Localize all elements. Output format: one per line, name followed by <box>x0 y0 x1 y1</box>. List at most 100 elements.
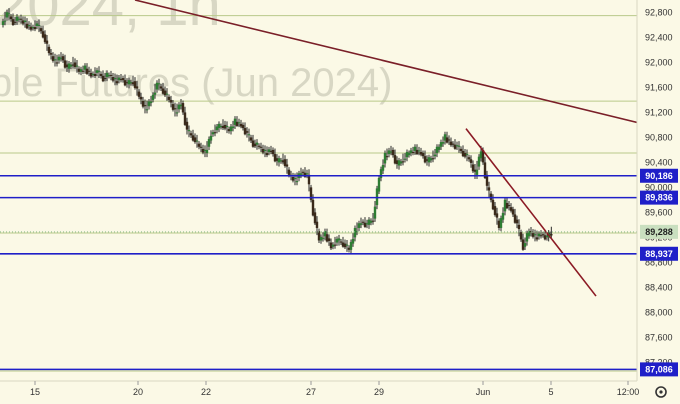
candle-body <box>369 220 373 223</box>
candle-body <box>177 104 181 110</box>
candle-body <box>451 143 455 145</box>
candle-body <box>193 137 197 143</box>
candle-body <box>279 160 283 162</box>
candle-body <box>409 150 413 154</box>
candle-body <box>19 18 23 20</box>
candle-body <box>31 27 35 29</box>
level-price-tag-label: 87,086 <box>645 364 673 374</box>
price-level-tags: 90,186 89,836 89,288 88,937 87,086 <box>640 168 678 377</box>
candle-body <box>259 146 263 148</box>
candle-body <box>293 178 297 180</box>
candle-body <box>469 159 473 163</box>
time-axis: 15 20 22 27 29 Jun 5 12:00 <box>30 381 639 397</box>
candle-body <box>133 81 137 88</box>
candle-body <box>149 101 153 104</box>
candle-body <box>21 20 25 24</box>
candle-body <box>165 93 169 95</box>
candle-body <box>405 151 409 158</box>
candle-body <box>381 164 385 171</box>
watermark-line-2: ble Futures (Jun 2024) <box>0 61 392 105</box>
candle-body <box>261 148 265 153</box>
current-price-tag-label: 89,288 <box>645 227 673 237</box>
candle-body <box>251 140 255 147</box>
candle-body <box>485 174 489 186</box>
candle-body <box>503 199 507 212</box>
candle-body <box>359 223 363 225</box>
candle-body <box>119 79 123 81</box>
candle-body <box>361 221 365 223</box>
candle-body <box>241 124 245 129</box>
candle-body <box>515 219 519 224</box>
candle-body <box>349 242 353 250</box>
candle-body <box>209 135 213 141</box>
candle-body <box>517 224 521 230</box>
candle-body <box>550 234 553 236</box>
candle-body <box>187 130 191 132</box>
candle-body <box>377 178 381 192</box>
candle-body <box>421 153 425 157</box>
candle-body <box>3 20 7 22</box>
candle-body <box>281 160 285 163</box>
candle-body <box>139 96 143 100</box>
candle-body <box>413 146 417 151</box>
price-tick-label: 90,000 <box>645 182 673 192</box>
candle-body <box>225 125 229 127</box>
settings-button[interactable] <box>655 386 667 398</box>
candle-body <box>375 188 379 206</box>
candle-body <box>271 149 275 155</box>
time-tick-label: 5 <box>548 387 553 397</box>
candle-body <box>135 86 139 89</box>
time-tick-label: 12:00 <box>617 387 640 397</box>
candle-body <box>311 199 315 216</box>
price-tick-label: 91,600 <box>645 82 673 92</box>
candle-body <box>151 94 155 100</box>
candle-body <box>107 74 111 76</box>
candle-body <box>75 65 79 67</box>
candle-body <box>69 64 73 67</box>
time-tick-label: 20 <box>133 387 143 397</box>
candle-body <box>77 68 81 72</box>
candle-body <box>207 138 211 147</box>
candle-body <box>323 231 327 237</box>
candle-body <box>9 16 13 20</box>
candle-body <box>305 173 309 175</box>
candle-body <box>511 209 515 215</box>
candle-body <box>473 169 477 172</box>
candle-body <box>197 143 201 147</box>
candle-body <box>519 232 523 240</box>
candle-body <box>233 118 237 125</box>
candle-body <box>309 187 313 200</box>
time-tick-label: 22 <box>201 387 211 397</box>
candle-body <box>105 72 109 78</box>
candle-body <box>487 187 491 191</box>
candle-body <box>43 34 47 43</box>
candle-body <box>313 212 317 224</box>
candle-body <box>445 137 449 143</box>
candle-body <box>505 202 509 209</box>
candle-body <box>81 70 85 72</box>
level-price-tag <box>640 168 678 183</box>
candle-body <box>427 157 431 163</box>
price-tick-label: 90,400 <box>645 157 673 167</box>
candle-body <box>401 161 405 163</box>
candle-body <box>339 241 343 243</box>
candle-body <box>461 150 465 157</box>
candle-body <box>131 82 135 85</box>
candle-body <box>291 176 295 181</box>
candle-body <box>171 104 175 110</box>
candle-body <box>243 128 247 135</box>
candle-body <box>331 244 335 247</box>
candle-body <box>491 199 495 210</box>
candle-body <box>11 19 15 25</box>
plot-background <box>0 0 637 381</box>
candle-body <box>295 181 299 183</box>
candle-body <box>147 101 151 107</box>
candle-body <box>237 122 241 124</box>
price-tick-label: 87,600 <box>645 332 673 342</box>
candle-body <box>539 235 543 237</box>
candle-body <box>33 27 37 30</box>
candle-body <box>95 70 99 73</box>
watermark-line-1: 2024, 1h <box>0 0 221 38</box>
candle-body <box>175 112 179 114</box>
time-tick-label: 27 <box>306 387 316 397</box>
